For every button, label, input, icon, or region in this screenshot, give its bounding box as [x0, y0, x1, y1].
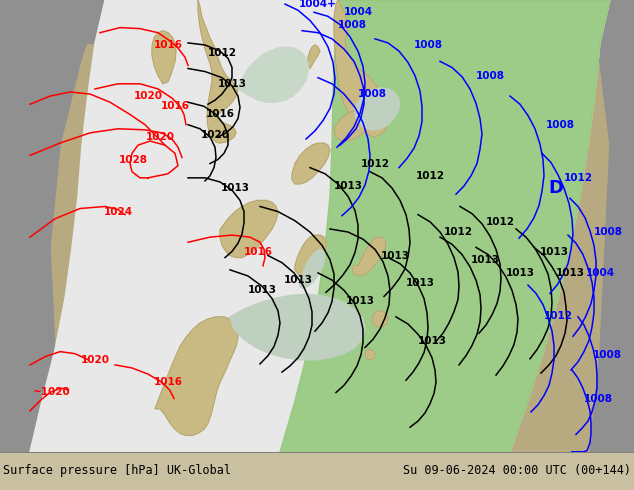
Text: 1013: 1013 — [221, 183, 250, 193]
Text: 1013: 1013 — [406, 278, 434, 288]
Polygon shape — [280, 0, 610, 452]
Text: 1016: 1016 — [243, 247, 273, 257]
Text: 1008: 1008 — [413, 40, 443, 50]
Text: 1013: 1013 — [380, 250, 410, 261]
Polygon shape — [300, 249, 325, 288]
Text: 1008: 1008 — [583, 393, 612, 404]
Polygon shape — [198, 0, 238, 143]
Text: 1008: 1008 — [476, 71, 505, 81]
Text: 1008: 1008 — [358, 89, 387, 99]
Polygon shape — [334, 0, 390, 137]
Text: 1020: 1020 — [134, 91, 162, 101]
Text: Su 09-06-2024 00:00 UTC (00+144): Su 09-06-2024 00:00 UTC (00+144) — [403, 465, 631, 477]
Polygon shape — [30, 0, 610, 452]
Text: 1012: 1012 — [415, 171, 444, 181]
Text: 1020: 1020 — [200, 130, 230, 140]
Text: 1020: 1020 — [145, 132, 174, 142]
Polygon shape — [334, 110, 370, 141]
Text: 1013: 1013 — [283, 275, 313, 285]
Text: 1024: 1024 — [103, 207, 133, 217]
Text: Surface pressure [hPa] UK-Global: Surface pressure [hPa] UK-Global — [3, 465, 231, 477]
Text: 1008: 1008 — [593, 227, 623, 237]
Polygon shape — [0, 0, 100, 452]
Polygon shape — [220, 200, 278, 258]
Polygon shape — [308, 45, 320, 69]
Text: 1008: 1008 — [593, 350, 621, 360]
Polygon shape — [372, 311, 388, 327]
Polygon shape — [352, 237, 386, 276]
Text: 1013: 1013 — [247, 285, 276, 295]
Polygon shape — [349, 333, 361, 345]
Text: 1020: 1020 — [81, 355, 110, 365]
Text: 1013: 1013 — [333, 181, 363, 191]
Text: 1004+: 1004+ — [299, 0, 337, 9]
Text: 1012: 1012 — [543, 311, 573, 321]
Text: 1004: 1004 — [585, 268, 614, 278]
Text: 1012: 1012 — [207, 48, 236, 58]
Polygon shape — [590, 0, 634, 452]
Text: 1013: 1013 — [470, 255, 500, 265]
Text: 1012: 1012 — [564, 173, 593, 183]
Text: 1012: 1012 — [444, 227, 472, 237]
Text: 1012: 1012 — [486, 217, 515, 227]
Text: ~1020: ~1020 — [33, 388, 71, 397]
Text: 1008: 1008 — [337, 20, 366, 29]
Text: 1013: 1013 — [540, 247, 569, 257]
Polygon shape — [152, 31, 176, 84]
Polygon shape — [230, 294, 365, 360]
Text: 1013: 1013 — [418, 337, 446, 346]
Polygon shape — [365, 349, 375, 360]
Text: 1004: 1004 — [344, 7, 373, 17]
Text: 1013: 1013 — [555, 268, 585, 278]
Polygon shape — [355, 88, 400, 130]
Text: 1028: 1028 — [119, 155, 148, 166]
Polygon shape — [0, 0, 634, 43]
Polygon shape — [295, 235, 326, 276]
Text: 1016: 1016 — [160, 101, 190, 111]
Text: D: D — [548, 179, 564, 197]
Polygon shape — [155, 317, 238, 436]
Text: 1013: 1013 — [346, 295, 375, 305]
Text: 1016: 1016 — [153, 40, 183, 50]
Text: 1016: 1016 — [153, 377, 183, 387]
Text: 1008: 1008 — [545, 120, 574, 130]
Polygon shape — [238, 47, 308, 102]
Text: 1013: 1013 — [217, 79, 247, 89]
Text: 1012: 1012 — [361, 159, 389, 169]
Text: 1013: 1013 — [505, 268, 534, 278]
Text: 1016: 1016 — [205, 109, 235, 120]
Polygon shape — [292, 143, 330, 184]
